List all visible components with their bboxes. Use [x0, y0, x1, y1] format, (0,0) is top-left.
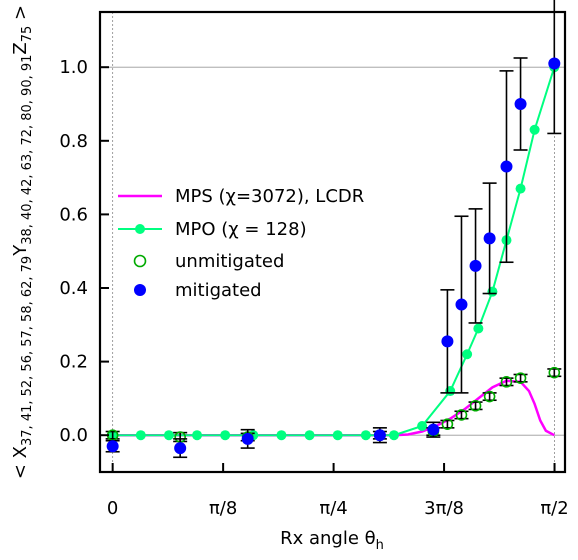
- unmitigated-point: [548, 366, 561, 379]
- unmitigated-point: [500, 376, 513, 388]
- x-axis-label: Rx angle θh: [280, 528, 384, 553]
- mpo-point: [332, 430, 343, 441]
- y-tick-label: 0.2: [59, 352, 88, 373]
- mitigated-point: [174, 442, 187, 455]
- legend-label: MPS (χ=3072), LCDR: [175, 186, 364, 207]
- x-tick-label: π/4: [319, 498, 347, 519]
- y-tick-label: 1.0: [59, 57, 88, 78]
- mps-series-line: [112, 379, 555, 437]
- legend-label: unmitigated: [175, 251, 284, 272]
- ticks-layer: 0 π/8 π/4 3π/8 π/2 0.0 0.2 0.4 0.6 0.8 1.0: [59, 57, 568, 519]
- mpo-point: [417, 421, 428, 431]
- mpo-point: [388, 430, 399, 441]
- x-tick-label: 0: [107, 498, 118, 519]
- mpo-point: [462, 349, 473, 360]
- y-tick-label: 0.6: [59, 204, 88, 225]
- mpo-point: [192, 430, 203, 441]
- mitigated-point: [241, 432, 254, 445]
- y-tick-label: 0.8: [59, 131, 88, 152]
- plot-frame: [98, 10, 567, 474]
- x-tick-label: π/2: [540, 498, 568, 519]
- legend: MPS (χ=3072), LCDR MPO (χ = 128) unmitigat…: [118, 186, 364, 301]
- mitigated-point: [548, 57, 561, 70]
- unmitigated-point: [483, 390, 496, 403]
- unmitigated-point: [514, 372, 527, 384]
- mitigated-point: [455, 298, 468, 311]
- mpo-point: [360, 430, 371, 441]
- mpo-point: [276, 430, 287, 441]
- mpo-point: [163, 430, 174, 441]
- y-tick-label: 0.0: [59, 425, 88, 446]
- mpo-point: [220, 430, 231, 441]
- mitigated-point: [106, 440, 119, 453]
- grid-layer: [100, 12, 565, 472]
- mitigated-point: [469, 259, 482, 272]
- mpo-point: [135, 430, 146, 441]
- unmitigated-point: [441, 418, 454, 430]
- mpo-point: [473, 323, 484, 334]
- mitigated-point: [373, 429, 386, 442]
- mitigated-point: [427, 423, 440, 436]
- unmitigated-point: [455, 409, 468, 421]
- y-tick-label: 0.4: [59, 278, 88, 299]
- legend-mpo-marker: [135, 224, 145, 234]
- mitigated-point: [500, 160, 513, 173]
- unmitigated-point: [469, 399, 482, 412]
- mitigated-point: [514, 98, 527, 110]
- legend-label: MPO (χ = 128): [175, 219, 307, 240]
- legend-mitigated-marker: [134, 284, 146, 296]
- mpo-point: [304, 430, 315, 441]
- mitigated-point: [441, 335, 454, 348]
- mpo-point: [529, 124, 540, 135]
- mitigated-point: [483, 232, 496, 245]
- legend-unmitigated-marker: [133, 254, 147, 268]
- mpo-point: [515, 183, 526, 194]
- x-tick-label: 3π/8: [424, 498, 464, 519]
- y-axis-label: < X37, 41, 52, 56, 57, 58, 62, 79Y38, 40…: [10, 5, 35, 479]
- x-tick-label: π/8: [209, 498, 237, 519]
- legend-label: mitigated: [175, 280, 262, 301]
- series-layer: [105, 0, 562, 459]
